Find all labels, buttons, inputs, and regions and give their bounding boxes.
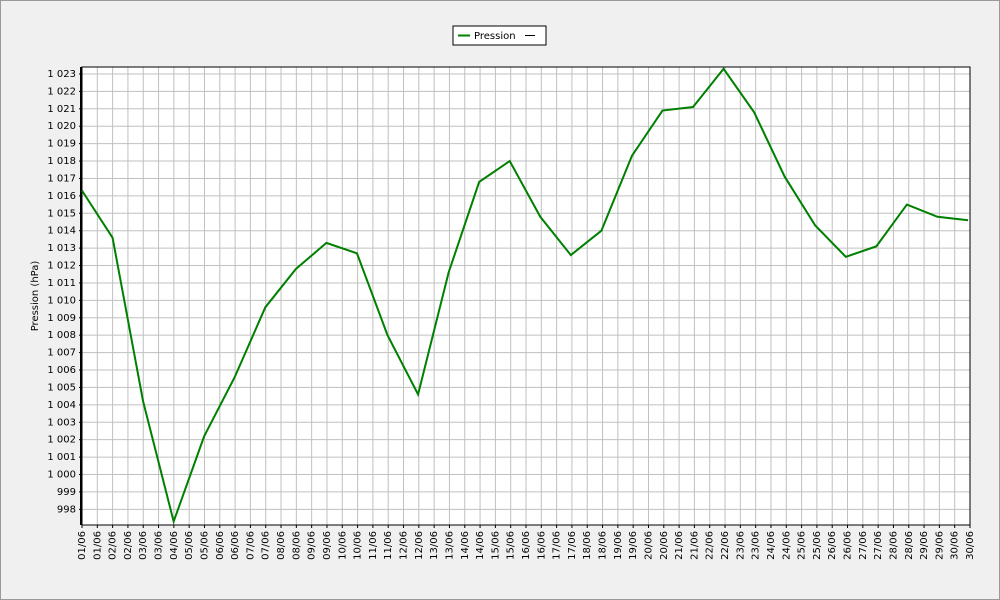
y-tick-label: 1 017 xyxy=(47,173,76,184)
x-tick-label: 22/06 xyxy=(705,531,716,560)
x-tick-label: 02/06 xyxy=(123,531,134,560)
y-tick-label: 1 000 xyxy=(47,469,76,480)
y-tick-label: 1 019 xyxy=(47,139,76,150)
x-tick-label: 17/06 xyxy=(567,531,578,560)
x-tick-label: 14/06 xyxy=(460,531,471,560)
x-tick-label: 05/06 xyxy=(199,531,210,560)
x-tick-label: 15/06 xyxy=(490,531,501,560)
x-tick-label: 28/06 xyxy=(888,531,899,560)
x-tick-label: 30/06 xyxy=(950,531,961,560)
y-tick-label: 1 008 xyxy=(47,330,76,341)
x-tick-label: 08/06 xyxy=(291,531,302,560)
y-axis-label: Pression (hPa) xyxy=(30,261,41,332)
y-tick-label: 1 002 xyxy=(47,435,76,446)
x-tick-label: 23/06 xyxy=(735,531,746,560)
y-tick-label: 1 009 xyxy=(47,313,76,324)
x-tick-label: 03/06 xyxy=(138,531,149,560)
y-tick-label: 1 012 xyxy=(47,261,76,272)
x-tick-label: 16/06 xyxy=(521,531,532,560)
x-tick-label: 21/06 xyxy=(674,531,685,560)
y-tick-label: 1 007 xyxy=(47,348,76,359)
y-tick-label: 1 022 xyxy=(47,86,76,97)
x-tick-label: 29/06 xyxy=(919,531,930,560)
x-tick-label: 10/06 xyxy=(353,531,364,560)
x-tick-label: 07/06 xyxy=(245,531,256,560)
y-tick-label: 1 014 xyxy=(47,226,76,237)
x-tick-label: 06/06 xyxy=(215,531,226,560)
x-tick-label: 07/06 xyxy=(261,531,272,560)
x-tick-label: 04/06 xyxy=(169,531,180,560)
x-tick-label: 12/06 xyxy=(414,531,425,560)
x-tick-label: 12/06 xyxy=(399,531,410,560)
x-tick-label: 26/06 xyxy=(843,531,854,560)
y-tick-label: 1 010 xyxy=(47,295,76,306)
x-tick-label: 16/06 xyxy=(536,531,547,560)
y-tick-label: 1 011 xyxy=(47,278,76,289)
x-tick-label: 18/06 xyxy=(582,531,593,560)
x-tick-label: 08/06 xyxy=(276,531,287,560)
x-tick-label: 25/06 xyxy=(797,531,808,560)
y-tick-label: 1 001 xyxy=(47,452,76,463)
y-tick-label: 998 xyxy=(57,504,76,515)
x-tick-label: 30/06 xyxy=(965,531,976,560)
y-tick-label: 1 013 xyxy=(47,243,76,254)
y-tick-label: 1 006 xyxy=(47,365,76,376)
x-tick-label: 27/06 xyxy=(873,531,884,560)
x-tick-label: 25/06 xyxy=(812,531,823,560)
x-tick-label: 13/06 xyxy=(429,531,440,560)
x-tick-label: 09/06 xyxy=(322,531,333,560)
x-tick-label: 01/06 xyxy=(77,531,88,560)
x-tick-label: 20/06 xyxy=(643,531,654,560)
x-tick-label: 18/06 xyxy=(598,531,609,560)
x-tick-label: 05/06 xyxy=(184,531,195,560)
x-tick-label: 15/06 xyxy=(506,531,517,560)
x-tick-label: 24/06 xyxy=(781,531,792,560)
legend xyxy=(452,25,547,46)
x-tick-label: 02/06 xyxy=(108,531,119,560)
x-tick-label: 24/06 xyxy=(766,531,777,560)
x-tick-label: 03/06 xyxy=(154,531,165,560)
y-tick-label: 1 020 xyxy=(47,121,76,132)
x-tick-label: 14/06 xyxy=(475,531,486,560)
x-tick-label: 29/06 xyxy=(934,531,945,560)
y-tick-label: 999 xyxy=(57,487,76,498)
x-tick-label: 11/06 xyxy=(383,531,394,560)
y-tick-label: 1 015 xyxy=(47,208,76,219)
x-tick-label: 13/06 xyxy=(444,531,455,560)
x-tick-label: 01/06 xyxy=(92,531,103,560)
line xyxy=(81,67,969,525)
x-tick-label: 11/06 xyxy=(368,531,379,560)
x-tick-label: 27/06 xyxy=(858,531,869,560)
y-tick-label: 1 023 xyxy=(47,69,76,80)
y-tick-label: 1 016 xyxy=(47,191,76,202)
x-tick-label: 20/06 xyxy=(659,531,670,560)
y-tick-label: 1 005 xyxy=(47,382,76,393)
x-tick-label: 28/06 xyxy=(904,531,915,560)
x-tick-label: 06/06 xyxy=(230,531,241,560)
x-tick-label: 21/06 xyxy=(689,531,700,560)
x-tick-label: 17/06 xyxy=(552,531,563,560)
y-tick-label: 1 018 xyxy=(47,156,76,167)
x-tick-label: 23/06 xyxy=(751,531,762,560)
y-tick-label: 1 004 xyxy=(47,400,76,411)
x-tick-label: 10/06 xyxy=(337,531,348,560)
legend-box xyxy=(452,25,547,46)
y-tick-label: 1 021 xyxy=(47,104,76,115)
y-tick-label: 1 003 xyxy=(47,417,76,428)
x-tick-label: 26/06 xyxy=(827,531,838,560)
legend-label: Pression xyxy=(474,31,516,42)
x-tick-label: 22/06 xyxy=(720,531,731,560)
x-tick-label: 19/06 xyxy=(613,531,624,560)
x-tick-label: 09/06 xyxy=(307,531,318,560)
x-tick-label: 19/06 xyxy=(628,531,639,560)
